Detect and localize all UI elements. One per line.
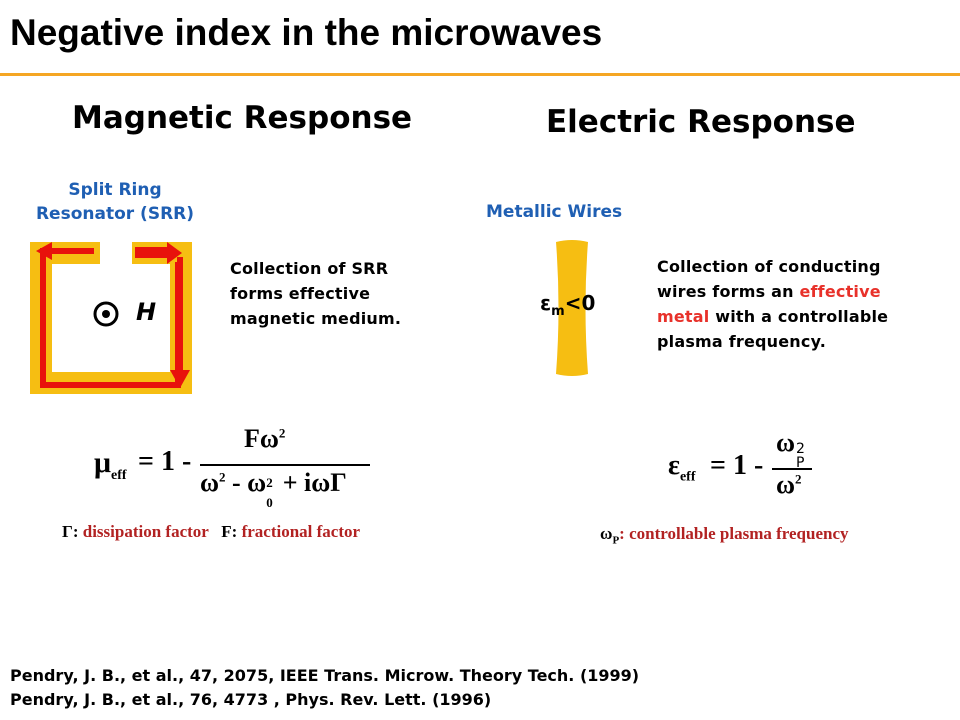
eps-symbol: ε: [668, 450, 680, 481]
mu-den-a-sup: 2: [219, 469, 226, 485]
magnetic-heading: Magnetic Response: [72, 100, 413, 136]
wires-desc-line3-b: with a controllable: [709, 307, 889, 326]
wire-eps-symbol: ε: [540, 291, 552, 315]
srr-desc-line2: forms effective: [230, 284, 371, 303]
gamma-description: dissipation factor: [82, 522, 209, 541]
eps-den-text: ω: [776, 470, 796, 499]
eps-num-sup: 2: [796, 441, 805, 457]
wires-desc-line4: plasma frequency.: [657, 332, 827, 351]
wires-desc-line2-a: wires forms an: [657, 282, 800, 301]
mu-fraction-bar: [200, 464, 370, 466]
reference-1: Pendry, J. B., et al., 47, 2075, IEEE Tr…: [10, 666, 640, 685]
srr-label: Split Ring Resonator (SRR): [10, 178, 220, 226]
wire-eps-sub: m: [551, 304, 565, 319]
mu-den-rest: + iωΓ: [282, 468, 347, 497]
references: Pendry, J. B., et al., 47, 2075, IEEE Tr…: [10, 664, 639, 712]
gamma-symbol: Γ:: [62, 522, 79, 541]
srr-description: Collection of SRR forms effective magnet…: [230, 256, 401, 331]
mu-equals-one: = 1 -: [138, 446, 192, 477]
f-symbol: F:: [221, 522, 238, 541]
mu-den-a: ω: [200, 468, 220, 497]
mu-numerator: Fω2: [244, 424, 285, 454]
omega-p-sub: P: [612, 534, 620, 547]
eps-sub: eff: [679, 469, 696, 485]
electric-heading: Electric Response: [546, 104, 856, 140]
eps-denominator: ω2: [776, 470, 802, 500]
magnetic-caption: Γ: dissipation factor F: fractional fact…: [62, 522, 360, 542]
eps-num-sub: P: [796, 455, 805, 471]
eps-den-sup: 2: [795, 471, 802, 487]
wires-description: Collection of conducting wires forms an …: [657, 254, 888, 354]
mu-sub: eff: [111, 468, 127, 483]
reference-2: Pendry, J. B., et al., 76, 4773 , Phys. …: [10, 690, 492, 709]
wires-desc-metal: metal: [657, 307, 710, 326]
wires-desc-line2: wires forms an effective: [657, 279, 888, 304]
eps-eff-lhs: εeff: [668, 450, 696, 486]
title-underline: [0, 73, 960, 76]
mu-den-b-sub: 0: [266, 495, 273, 510]
srr-label-line2: Resonator (SRR): [35, 204, 195, 224]
current-arrow-right: [167, 242, 182, 264]
mu-den-minus: - ω: [232, 468, 267, 497]
current-arrow-left: [36, 242, 52, 260]
mu-den-b-sup: 2: [266, 475, 273, 490]
eps-num-text: ω: [776, 428, 796, 457]
wires-desc-line3: metal with a controllable: [657, 304, 888, 329]
mu-num-sup: 2: [278, 425, 286, 441]
wire-eps-relation: <0: [564, 291, 596, 315]
slide-title: Negative index in the microwaves: [10, 12, 603, 53]
wires-desc-effective: effective: [799, 282, 881, 301]
wire-permittivity: εm<0: [540, 291, 595, 319]
eps-fraction-bar: [772, 468, 812, 470]
srr-desc-line3: magnetic medium.: [230, 309, 402, 328]
srr-desc-line1: Collection of SRR: [230, 259, 389, 278]
field-out-of-page-icon: [93, 301, 119, 327]
omega-p-description: : controllable plasma frequency: [619, 524, 849, 543]
field-label: H: [136, 298, 157, 326]
metallic-wire-diagram: [556, 240, 588, 376]
f-description: fractional factor: [241, 522, 361, 541]
split-ring-resonator-diagram: [30, 242, 192, 394]
eps-equals-one: = 1 -: [710, 450, 764, 481]
wires-desc-line1: Collection of conducting: [657, 257, 881, 276]
srr-label-line1: Split Ring: [68, 180, 162, 200]
mu-num-text: Fω: [244, 424, 279, 453]
electric-caption: ωP: controllable plasma frequency: [600, 524, 849, 546]
current-top-right: [135, 247, 168, 258]
omega-p-symbol: ω: [600, 524, 613, 543]
mu-eff-lhs: μeff: [94, 446, 127, 484]
wires-label: Metallic Wires: [486, 202, 623, 222]
mu-symbol: μ: [94, 446, 112, 479]
current-arrow-down: [170, 370, 190, 388]
